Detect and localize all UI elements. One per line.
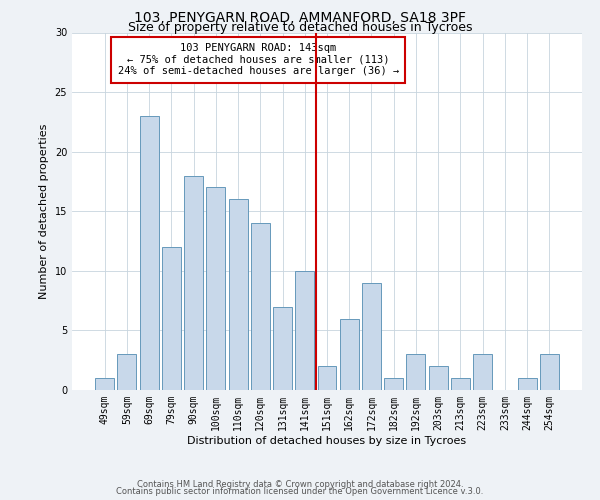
Text: Contains public sector information licensed under the Open Government Licence v.: Contains public sector information licen… xyxy=(116,487,484,496)
Bar xyxy=(229,200,248,390)
Bar xyxy=(206,188,225,390)
Bar xyxy=(295,271,314,390)
Bar xyxy=(406,354,425,390)
Bar xyxy=(451,378,470,390)
Bar xyxy=(384,378,403,390)
Text: Contains HM Land Registry data © Crown copyright and database right 2024.: Contains HM Land Registry data © Crown c… xyxy=(137,480,463,489)
Text: 103 PENYGARN ROAD: 143sqm
← 75% of detached houses are smaller (113)
24% of semi: 103 PENYGARN ROAD: 143sqm ← 75% of detac… xyxy=(118,43,399,76)
Bar xyxy=(540,354,559,390)
X-axis label: Distribution of detached houses by size in Tycroes: Distribution of detached houses by size … xyxy=(187,436,467,446)
Bar xyxy=(429,366,448,390)
Bar xyxy=(95,378,114,390)
Bar xyxy=(518,378,536,390)
Y-axis label: Number of detached properties: Number of detached properties xyxy=(39,124,49,299)
Bar xyxy=(251,223,270,390)
Bar xyxy=(273,306,292,390)
Bar xyxy=(140,116,158,390)
Bar xyxy=(118,354,136,390)
Bar xyxy=(184,176,203,390)
Bar xyxy=(340,318,359,390)
Text: 103, PENYGARN ROAD, AMMANFORD, SA18 3PF: 103, PENYGARN ROAD, AMMANFORD, SA18 3PF xyxy=(134,11,466,25)
Bar xyxy=(317,366,337,390)
Bar xyxy=(473,354,492,390)
Bar xyxy=(362,283,381,390)
Bar xyxy=(162,247,181,390)
Text: Size of property relative to detached houses in Tycroes: Size of property relative to detached ho… xyxy=(128,21,472,34)
